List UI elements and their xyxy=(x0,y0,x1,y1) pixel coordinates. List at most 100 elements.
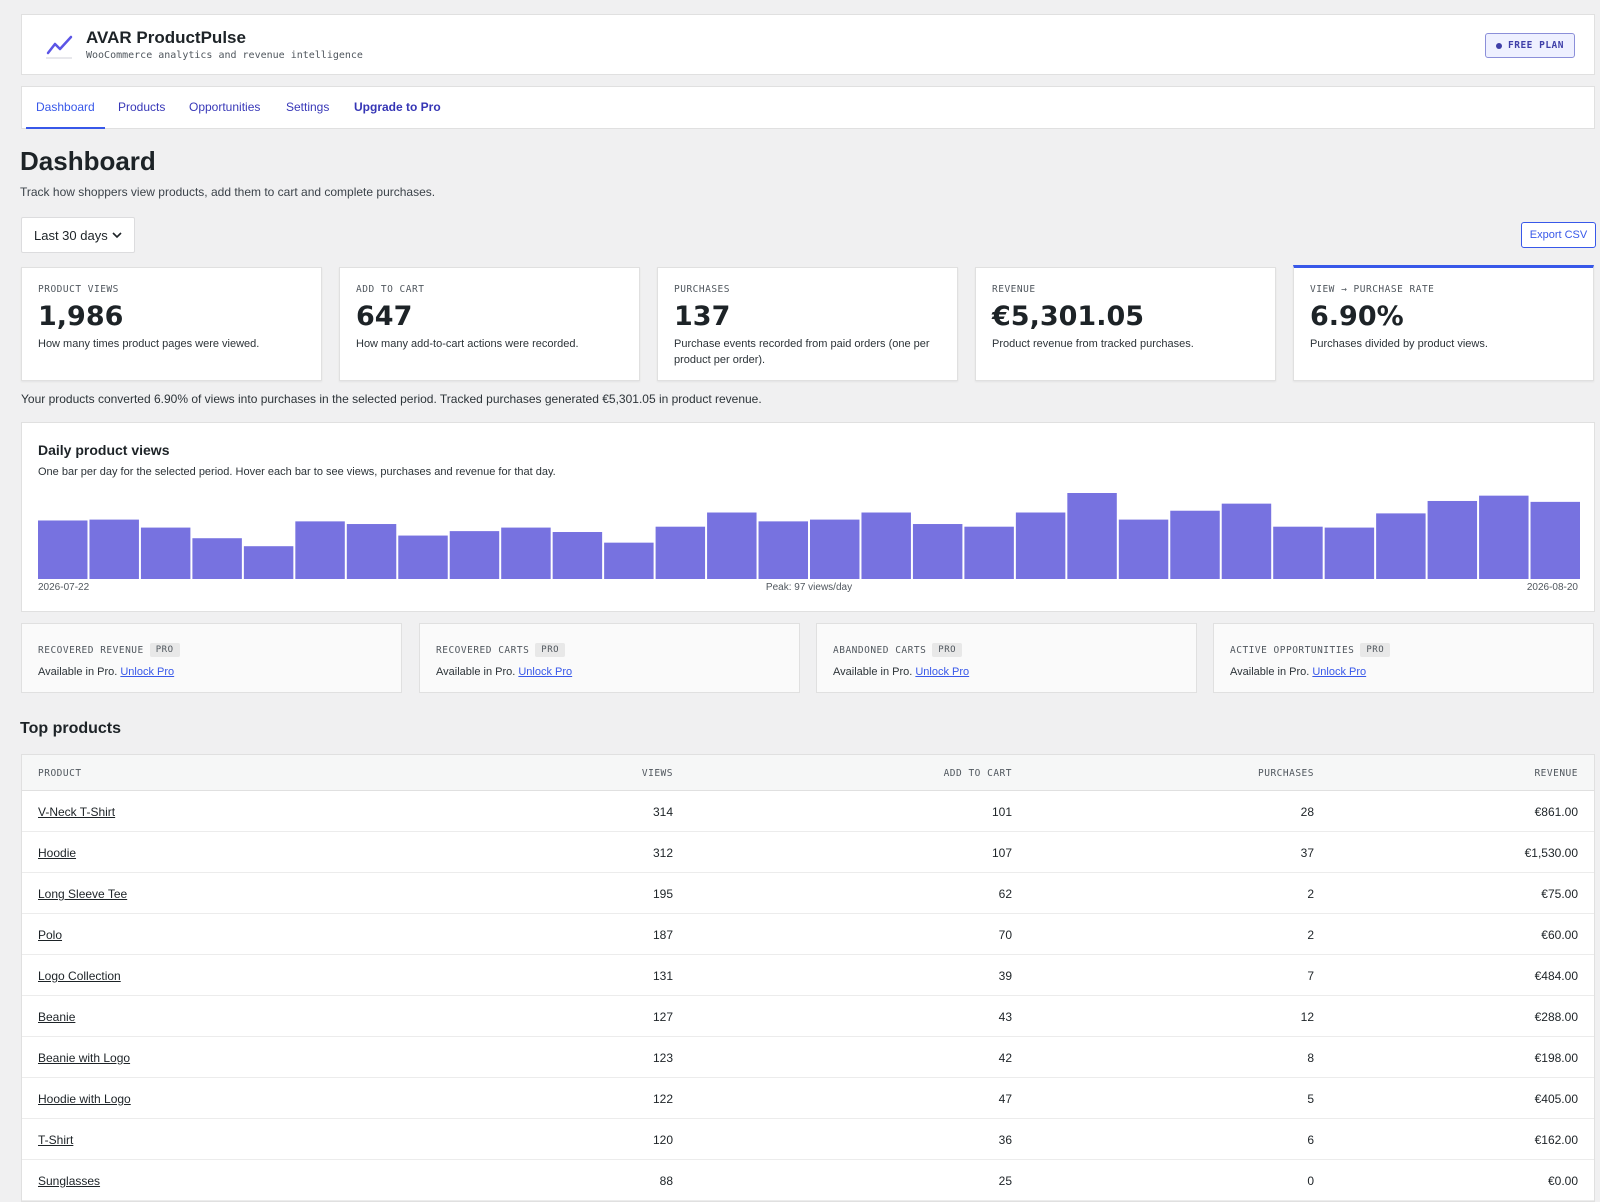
pro-card-label: ACTIVE OPPORTUNITIES PRO xyxy=(1230,643,1391,657)
unlock-pro-link[interactable]: Unlock Pro xyxy=(1312,666,1367,678)
add-to-cart-cell: 39 xyxy=(998,969,1012,983)
views-cell: 131 xyxy=(652,969,673,983)
add-to-cart-cell: 70 xyxy=(998,928,1012,942)
kpi-label: VIEW → PURCHASE RATE xyxy=(1310,284,1435,295)
product-link[interactable]: T-Shirt xyxy=(38,1133,74,1147)
product-link[interactable]: Long Sleeve Tee xyxy=(38,887,128,901)
tab-dashboard[interactable]: Dashboard xyxy=(36,100,95,114)
tab-upgrade-to-pro[interactable]: Upgrade to Pro xyxy=(354,100,441,114)
chart-subtitle: One bar per day for the selected period.… xyxy=(38,466,556,478)
date-range-select[interactable]: Last 30 days xyxy=(21,217,135,253)
chart-bar[interactable]: 2026-08-03: 59 xyxy=(655,526,706,579)
table-row: T-Shirt 120 36 6 €162.00 xyxy=(22,1119,1594,1160)
table-row: Beanie 127 43 12 €288.00 xyxy=(22,996,1594,1037)
unlock-pro-link[interactable]: Unlock Pro xyxy=(915,666,970,678)
column-header-views[interactable]: VIEWS xyxy=(641,768,673,779)
revenue-cell: €288.00 xyxy=(1534,1010,1578,1024)
chart-bar[interactable]: 2026-08-02: 41 xyxy=(604,542,654,579)
table-row: Logo Collection 131 39 7 €484.00 xyxy=(22,955,1594,996)
pro-card-abandoned-carts: ABANDONED CARTS PRO Available in Pro. Un… xyxy=(816,623,1197,693)
chart-bar[interactable]: 2026-07-22: 66 xyxy=(38,520,88,579)
plan-badge: FREE PLAN xyxy=(1485,33,1575,58)
pro-tag: PRO xyxy=(149,643,180,657)
chart-bar[interactable]: 2026-08-01: 53 xyxy=(552,532,603,579)
table-row: Polo 187 70 2 €60.00 xyxy=(22,914,1594,955)
pro-availability-text: Available in Pro. xyxy=(436,666,516,678)
kpi-value: 137 xyxy=(674,301,731,332)
column-header-purchases[interactable]: PURCHASES xyxy=(1258,768,1314,779)
revenue-cell: €1,530.00 xyxy=(1524,846,1578,860)
chart-bar[interactable]: 2026-08-13: 77 xyxy=(1170,510,1220,579)
views-cell: 123 xyxy=(652,1051,673,1065)
chart-bar[interactable]: 2026-08-18: 88 xyxy=(1427,500,1478,579)
chart-bar[interactable]: 2026-08-09: 59 xyxy=(964,526,1014,579)
chart-bar[interactable]: 2026-07-28: 62 xyxy=(346,524,397,579)
views-cell: 88 xyxy=(659,1174,673,1188)
chart-bar[interactable]: 2026-07-31: 58 xyxy=(501,527,551,579)
product-link[interactable]: Hoodie with Logo xyxy=(38,1092,131,1106)
chart-bar[interactable]: 2026-08-16: 58 xyxy=(1324,527,1375,579)
product-link[interactable]: Sunglasses xyxy=(38,1174,101,1188)
add-to-cart-cell: 43 xyxy=(998,1010,1012,1024)
product-link[interactable]: Beanie with Logo xyxy=(38,1051,131,1065)
chart-bar[interactable]: 2026-08-11: 97 xyxy=(1067,493,1117,579)
chart-bar[interactable]: 2026-07-25: 46 xyxy=(192,538,242,579)
add-to-cart-cell: 25 xyxy=(998,1174,1012,1188)
top-products-table: PRODUCT VIEWS ADD TO CART PURCHASES REVE… xyxy=(21,754,1595,1202)
product-link[interactable]: Logo Collection xyxy=(38,969,121,983)
revenue-cell: €0.00 xyxy=(1547,1174,1578,1188)
chart-bar[interactable]: 2026-07-29: 49 xyxy=(398,535,448,579)
chart-bar[interactable]: 2026-08-08: 62 xyxy=(912,524,963,579)
pro-card-recovered-carts: RECOVERED CARTS PRO Available in Pro. Un… xyxy=(419,623,800,693)
table-row: Hoodie with Logo 122 47 5 €405.00 xyxy=(22,1078,1594,1119)
tab-opportunities[interactable]: Opportunities xyxy=(189,100,261,114)
column-header-product[interactable]: PRODUCT xyxy=(38,768,82,779)
chart-bar[interactable]: 2026-07-27: 65 xyxy=(295,521,345,579)
column-header-revenue[interactable]: REVENUE xyxy=(1534,768,1578,779)
views-cell: 195 xyxy=(652,887,673,901)
column-header-add-to-cart[interactable]: ADD TO CART xyxy=(943,768,1012,779)
kpi-revenue: REVENUE €5,301.05 Product revenue from t… xyxy=(975,267,1276,381)
chart-start-date: 2026-07-22 xyxy=(38,582,90,593)
export-csv-button[interactable]: Export CSV xyxy=(1521,222,1596,248)
kpi-label: PURCHASES xyxy=(674,284,730,295)
conversion-summary: Your products converted 6.90% of views i… xyxy=(21,392,762,406)
views-cell: 314 xyxy=(652,805,673,819)
unlock-pro-link[interactable]: Unlock Pro xyxy=(120,666,175,678)
chart-bar[interactable]: 2026-08-05: 65 xyxy=(758,521,808,579)
chart-bar[interactable]: 2026-07-26: 37 xyxy=(243,546,294,579)
chart-bar[interactable]: 2026-08-15: 59 xyxy=(1273,526,1323,579)
chart-bar[interactable]: 2026-08-10: 75 xyxy=(1015,512,1066,579)
chart-bar[interactable]: 2026-08-07: 75 xyxy=(861,512,911,579)
chart-bar[interactable]: 2026-07-24: 58 xyxy=(140,527,191,579)
plan-badge-label: FREE PLAN xyxy=(1508,40,1564,51)
views-cell: 120 xyxy=(652,1133,673,1147)
pro-card-title: ABANDONED CARTS xyxy=(833,644,927,656)
chart-bar[interactable]: 2026-07-30: 54 xyxy=(449,531,500,579)
tab-products[interactable]: Products xyxy=(118,100,166,114)
trend-line-icon xyxy=(46,35,73,59)
add-to-cart-cell: 36 xyxy=(998,1133,1012,1147)
pro-card-text: Available in Pro. Unlock Pro xyxy=(1230,666,1366,678)
chart-bar[interactable]: 2026-08-17: 74 xyxy=(1376,513,1426,579)
chart-bar[interactable]: 2026-08-20: 87 xyxy=(1530,501,1580,579)
kpi-description: Purchases divided by product views. xyxy=(1310,338,1488,350)
chart-bar[interactable]: 2026-08-06: 67 xyxy=(810,519,860,579)
chart-bar[interactable]: 2026-08-04: 75 xyxy=(707,512,757,579)
unlock-pro-link[interactable]: Unlock Pro xyxy=(518,666,573,678)
revenue-cell: €861.00 xyxy=(1534,805,1578,819)
pro-card-recovered-revenue: RECOVERED REVENUE PRO Available in Pro. … xyxy=(21,623,402,693)
table-row: Long Sleeve Tee 195 62 2 €75.00 xyxy=(22,873,1594,914)
date-range-value: Last 30 days xyxy=(34,227,108,243)
product-link[interactable]: V-Neck T-Shirt xyxy=(38,805,116,819)
kpi-purchases: PURCHASES 137 Purchase events recorded f… xyxy=(657,267,958,381)
chart-bar[interactable]: 2026-08-12: 67 xyxy=(1118,519,1169,579)
chart-bar[interactable]: 2026-08-14: 85 xyxy=(1221,503,1272,579)
product-link[interactable]: Polo xyxy=(38,928,63,942)
chart-bar[interactable]: 2026-07-23: 67 xyxy=(89,519,139,579)
tab-settings[interactable]: Settings xyxy=(286,100,330,114)
product-link[interactable]: Beanie xyxy=(38,1010,76,1024)
product-link[interactable]: Hoodie xyxy=(38,846,77,860)
chart-bar[interactable]: 2026-08-19: 94 xyxy=(1479,495,1529,579)
add-to-cart-cell: 62 xyxy=(998,887,1012,901)
